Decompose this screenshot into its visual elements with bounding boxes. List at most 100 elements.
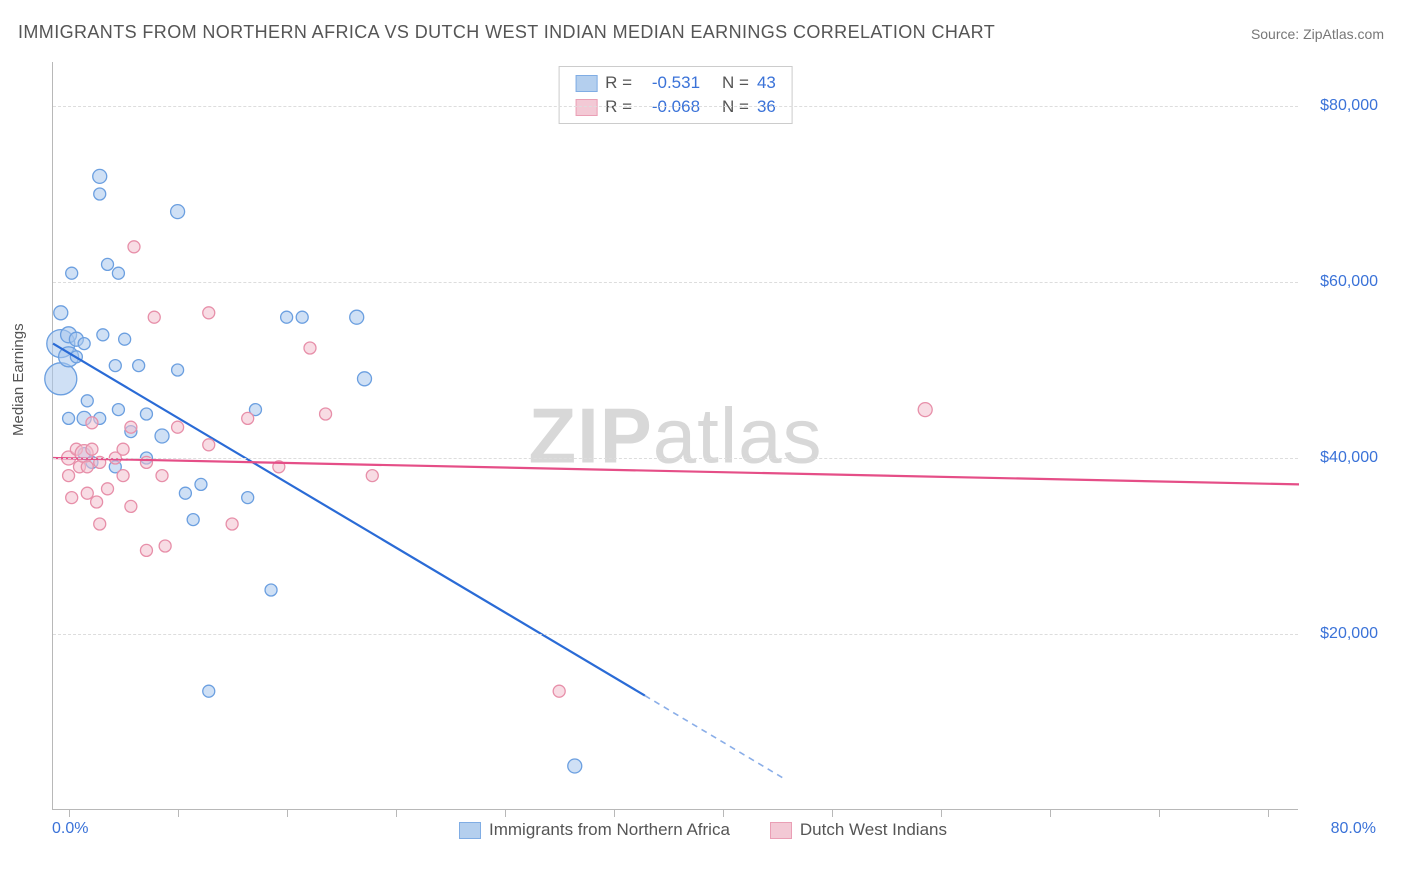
scatter-point-pink: [81, 487, 93, 499]
gridline: [53, 106, 1298, 107]
scatter-point-pink: [366, 470, 378, 482]
x-axis-min-label: 0.0%: [52, 820, 88, 838]
x-tick: [287, 809, 288, 817]
scatter-point-pink: [156, 470, 168, 482]
y-tick-label: $80,000: [1308, 97, 1378, 115]
x-tick: [614, 809, 615, 817]
scatter-point-blue: [296, 311, 308, 323]
scatter-point-blue: [281, 311, 293, 323]
scatter-point-blue: [94, 188, 106, 200]
scatter-point-pink: [94, 518, 106, 530]
x-tick: [1159, 809, 1160, 817]
scatter-point-pink: [226, 518, 238, 530]
scatter-point-blue: [81, 395, 93, 407]
scatter-point-pink: [203, 439, 215, 451]
correlation-legend: R = -0.531 N = 43 R = -0.068 N = 36: [558, 66, 793, 124]
trend-line-blue: [53, 344, 645, 696]
y-tick-label: $40,000: [1308, 449, 1378, 467]
scatter-point-blue: [171, 205, 185, 219]
series-name: Dutch West Indians: [800, 820, 947, 840]
x-axis-max-label: 80.0%: [1331, 820, 1376, 838]
x-tick: [832, 809, 833, 817]
chart-plot-area: ZIPatlas R =-0.531N =43R =-0.068N =36 $2…: [52, 62, 1298, 810]
scatter-point-pink: [125, 500, 137, 512]
scatter-point-blue: [45, 363, 77, 395]
scatter-point-blue: [140, 408, 152, 420]
x-tick: [69, 809, 70, 817]
series-legend: Immigrants from Northern Africa Dutch Wes…: [459, 820, 947, 840]
scatter-point-pink: [125, 421, 137, 433]
scatter-point-blue: [112, 404, 124, 416]
scatter-point-blue: [63, 412, 75, 424]
x-tick: [723, 809, 724, 817]
series-swatch-pink: [770, 822, 792, 839]
scatter-point-pink: [63, 470, 75, 482]
scatter-point-pink: [159, 540, 171, 552]
source-attribution: Source: ZipAtlas.com: [1251, 26, 1384, 42]
gridline: [53, 458, 1298, 459]
x-tick: [178, 809, 179, 817]
scatter-point-pink: [117, 443, 129, 455]
scatter-point-pink: [86, 443, 98, 455]
legend-swatch-blue: [575, 75, 597, 92]
scatter-point-pink: [918, 403, 932, 417]
scatter-point-pink: [320, 408, 332, 420]
scatter-point-blue: [350, 310, 364, 324]
r-value: -0.531: [640, 73, 700, 93]
chart-title: IMMIGRANTS FROM NORTHERN AFRICA VS DUTCH…: [18, 22, 995, 43]
scatter-point-pink: [117, 470, 129, 482]
scatter-point-pink: [242, 412, 254, 424]
r-label: R =: [605, 73, 632, 93]
n-value: 43: [757, 73, 776, 93]
legend-swatch-pink: [575, 99, 597, 116]
y-axis-label: Median Earnings: [10, 323, 27, 436]
y-tick-label: $60,000: [1308, 273, 1378, 291]
scatter-point-blue: [358, 372, 372, 386]
n-label: N =: [722, 73, 749, 93]
scatter-point-blue: [155, 429, 169, 443]
x-tick: [1050, 809, 1051, 817]
scatter-point-pink: [304, 342, 316, 354]
scatter-point-blue: [172, 364, 184, 376]
scatter-point-pink: [553, 685, 565, 697]
trend-line-pink: [53, 458, 1299, 484]
scatter-point-blue: [187, 514, 199, 526]
scatter-point-blue: [93, 169, 107, 183]
scatter-point-blue: [265, 584, 277, 596]
scatter-point-blue: [97, 329, 109, 341]
y-tick-label: $20,000: [1308, 625, 1378, 643]
r-label: R =: [605, 97, 632, 117]
scatter-point-blue: [102, 258, 114, 270]
scatter-point-blue: [54, 306, 68, 320]
scatter-point-pink: [148, 311, 160, 323]
series-name: Immigrants from Northern Africa: [489, 820, 730, 840]
scatter-point-pink: [66, 492, 78, 504]
scatter-point-blue: [568, 759, 582, 773]
gridline: [53, 282, 1298, 283]
series-swatch-blue: [459, 822, 481, 839]
scatter-point-blue: [112, 267, 124, 279]
series-legend-item-blue: Immigrants from Northern Africa: [459, 820, 730, 840]
x-tick: [396, 809, 397, 817]
gridline: [53, 634, 1298, 635]
legend-row-pink: R = -0.068 N = 36: [575, 95, 776, 119]
n-label: N =: [722, 97, 749, 117]
scatter-point-pink: [91, 496, 103, 508]
scatter-point-pink: [81, 461, 93, 473]
scatter-point-blue: [109, 360, 121, 372]
x-tick: [941, 809, 942, 817]
scatter-point-blue: [179, 487, 191, 499]
scatter-point-pink: [172, 421, 184, 433]
n-value: 36: [757, 97, 776, 117]
scatter-point-blue: [78, 338, 90, 350]
scatter-point-pink: [102, 483, 114, 495]
scatter-point-blue: [133, 360, 145, 372]
scatter-point-pink: [128, 241, 140, 253]
scatter-svg: [53, 62, 1299, 810]
scatter-point-blue: [242, 492, 254, 504]
scatter-point-blue: [203, 685, 215, 697]
r-value: -0.068: [640, 97, 700, 117]
scatter-point-pink: [203, 307, 215, 319]
x-tick: [1268, 809, 1269, 817]
scatter-point-pink: [86, 417, 98, 429]
